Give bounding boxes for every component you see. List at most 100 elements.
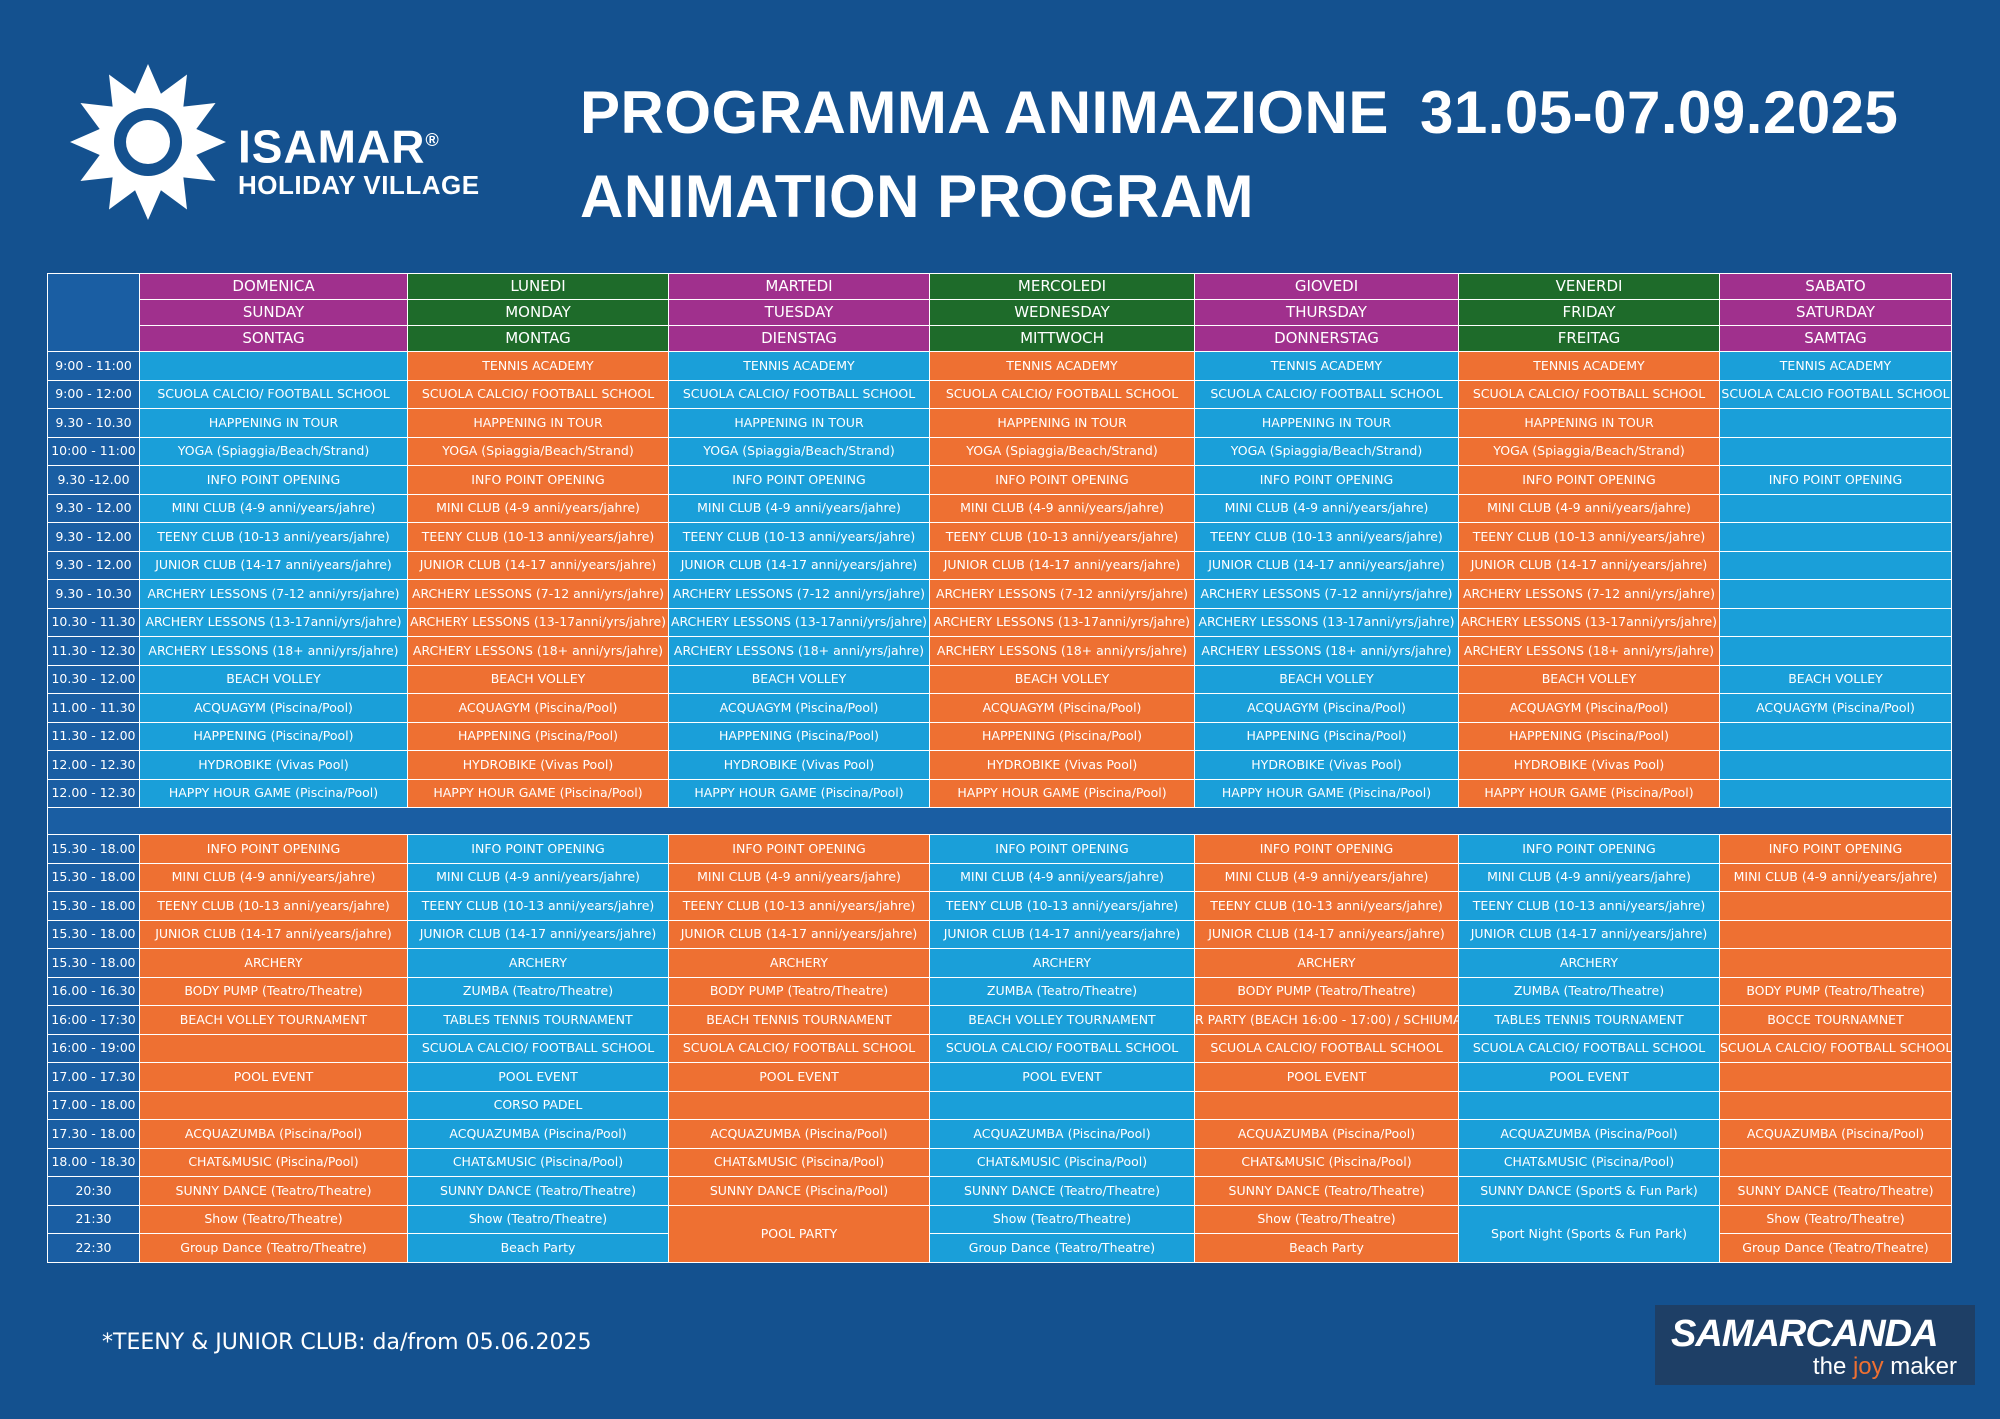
day-header-row: DOMENICA LUNEDI MARTEDI MERCOLEDI GIOVEDI VEN… xyxy=(47,273,1952,352)
activity-cell: ACQUAZUMBA (Piscina/Pool) xyxy=(668,1119,930,1149)
activity-cell xyxy=(1719,607,1952,637)
activity-cell: BODY PUMP (Teatro/Theatre) xyxy=(1719,976,1952,1006)
activity-cell: ACQUAGYM (Piscina/Pool) xyxy=(1194,693,1459,723)
activity-cell: HYDROBIKE (Vivas Pool) xyxy=(407,750,669,780)
activity-cell xyxy=(1719,948,1952,978)
activity-cell: CHAT&MUSIC (Piscina/Pool) xyxy=(407,1147,669,1177)
activity-cell: BEACH VOLLEY xyxy=(1719,664,1952,694)
activity-cell: HAPPENING (Piscina/Pool) xyxy=(407,721,669,751)
schedule-row: 15.30 - 18.00 ARCHERY ARCHERY ARCHERY ARCHER… xyxy=(47,948,1952,978)
activity-cell: ARCHERY LESSONS (13-17anni/yrs/jahre) xyxy=(929,607,1195,637)
activity-cell: CHAT&MUSIC (Piscina/Pool) xyxy=(139,1147,408,1177)
activity-cell: INFO POINT OPENING xyxy=(1719,834,1952,864)
schedule-row: 10:00 - 11:00 YOGA (Spiaggia/Beach/Strand… xyxy=(47,436,1952,466)
activity-cell: MINI CLUB (4-9 anni/years/jahre) xyxy=(407,493,669,523)
activity-cell: JUNIOR CLUB (14-17 anni/years/jahre) xyxy=(929,919,1195,949)
activity-cell: POOL PARTY xyxy=(668,1204,930,1263)
activity-cell: HAPPENING IN TOUR xyxy=(668,408,930,438)
schedule-row: 9.30 -12.00 INFO POINT OPENING INFO POINT … xyxy=(47,465,1952,495)
activity-cell: HAPPENING (Piscina/Pool) xyxy=(929,721,1195,751)
activity-cell: INFO POINT OPENING xyxy=(1194,834,1459,864)
activity-cell: ARCHERY LESSONS (18+ anni/yrs/jahre) xyxy=(407,636,669,666)
activity-cell xyxy=(1719,1147,1952,1177)
activity-cell: MINI CLUB (4-9 anni/years/jahre) xyxy=(929,862,1195,892)
activity-cell: ARCHERY LESSONS (18+ anni/yrs/jahre) xyxy=(1458,636,1720,666)
activity-cell: SUNNY DANCE (Teatro/Theatre) xyxy=(929,1176,1195,1206)
schedule-row: 10.30 - 11.30 ARCHERY LESSONS (13-17anni/… xyxy=(47,607,1952,637)
schedule-row: 11.00 - 11.30 ACQUAGYM (Piscina/Pool) ACQU… xyxy=(47,693,1952,723)
activity-cell: HAPPENING IN TOUR xyxy=(929,408,1195,438)
activity-cell: INFO POINT OPENING xyxy=(1719,465,1952,495)
schedule-row: 15.30 - 18.00 MINI CLUB (4-9 anni/years/j… xyxy=(47,862,1952,892)
activity-cell: INFO POINT OPENING xyxy=(139,834,408,864)
schedule-row: 16:00 - 17:30 BEACH VOLLEY TOURNAMENT TABL… xyxy=(47,1005,1952,1035)
activity-cell: TEENY CLUB (10-13 anni/years/jahre) xyxy=(1194,522,1459,552)
activity-cell: ZUMBA (Teatro/Theatre) xyxy=(1458,976,1720,1006)
day-header-l3: SONTAG xyxy=(139,325,408,352)
sun-core xyxy=(126,120,170,164)
activity-cell: ARCHERY LESSONS (18+ anni/yrs/jahre) xyxy=(139,636,408,666)
activity-cell: JUNIOR CLUB (14-17 anni/years/jahre) xyxy=(139,919,408,949)
time-cell: 10.30 - 11.30 xyxy=(47,607,140,637)
activity-cell: HYDROBIKE (Vivas Pool) xyxy=(1458,750,1720,780)
activity-cell: JUNIOR CLUB (14-17 anni/years/jahre) xyxy=(1458,919,1720,949)
activity-cell: BODY PUMP (Teatro/Theatre) xyxy=(139,976,408,1006)
activity-cell xyxy=(1719,550,1952,580)
activity-cell: Show (Teatro/Theatre) xyxy=(1194,1204,1459,1234)
activity-cell: TEENY CLUB (10-13 anni/years/jahre) xyxy=(668,522,930,552)
time-cell: 16:00 - 19:00 xyxy=(47,1033,140,1063)
activity-cell xyxy=(1719,778,1952,808)
day-header-l2: FRIDAY xyxy=(1458,299,1720,326)
time-cell: 10.30 - 12.00 xyxy=(47,664,140,694)
activity-cell: BEACH VOLLEY TOURNAMENT xyxy=(139,1005,408,1035)
activity-cell xyxy=(1719,1090,1952,1120)
activity-cell: MINI CLUB (4-9 anni/years/jahre) xyxy=(1458,862,1720,892)
schedule-row: 9.30 - 10.30 HAPPENING IN TOUR HAPPENING I… xyxy=(47,408,1952,438)
activity-cell: ARCHERY LESSONS (13-17anni/yrs/jahre) xyxy=(668,607,930,637)
activity-cell: Show (Teatro/Theatre) xyxy=(1719,1204,1952,1234)
day-header-l1: MERCOLEDI xyxy=(929,273,1195,300)
activity-cell: SUNNY DANCE (Piscina/Pool) xyxy=(668,1176,930,1206)
activity-cell: Show (Teatro/Theatre) xyxy=(139,1204,408,1234)
schedule-row: 22:30 Group Dance (Teatro/Theatre) Beach P… xyxy=(47,1233,1952,1263)
schedule-row: 12.00 - 12.30 HAPPY HOUR GAME (Piscina/Po… xyxy=(47,778,1952,808)
time-cell: 10:00 - 11:00 xyxy=(47,436,140,466)
schedule-table: DOMENICA LUNEDI MARTEDI MERCOLEDI GIOVEDI VEN… xyxy=(47,273,1952,1263)
activity-cell xyxy=(1194,1090,1459,1120)
activity-cell: SCUOLA CALCIO/ FOOTBALL SCHOOL xyxy=(1458,379,1720,409)
day-header-l2: MONDAY xyxy=(407,299,669,326)
activity-cell xyxy=(929,1090,1195,1120)
activity-cell: INFO POINT OPENING xyxy=(407,465,669,495)
activity-cell: MINI CLUB (4-9 anni/years/jahre) xyxy=(139,493,408,523)
activity-cell xyxy=(1719,919,1952,949)
time-cell: 9.30 - 10.30 xyxy=(47,579,140,609)
schedule-row: 9:00 - 11:00 TENNIS ACADEMY TENNIS ACADEMY… xyxy=(47,351,1952,381)
day-header-l1: GIOVEDI xyxy=(1194,273,1459,300)
time-cell: 20:30 xyxy=(47,1176,140,1206)
activity-cell: SCUOLA CALCIO/ FOOTBALL SCHOOL xyxy=(668,379,930,409)
activity-cell: ARCHERY LESSONS (7-12 anni/yrs/jahre) xyxy=(668,579,930,609)
activity-cell: JUNIOR CLUB (14-17 anni/years/jahre) xyxy=(407,919,669,949)
activity-cell: INFO POINT OPENING xyxy=(139,465,408,495)
activity-cell: BEACH VOLLEY xyxy=(1194,664,1459,694)
page-title-italian: PROGRAMMA ANIMAZIONE xyxy=(580,79,1389,146)
day-header-l3: MITTWOCH xyxy=(929,325,1195,352)
activity-cell: TEENY CLUB (10-13 anni/years/jahre) xyxy=(1458,891,1720,921)
activity-cell: HAPPENING IN TOUR xyxy=(1458,408,1720,438)
time-cell: 22:30 xyxy=(47,1233,140,1263)
activity-cell: ACQUAGYM (Piscina/Pool) xyxy=(1458,693,1720,723)
activity-cell: TENNIS ACADEMY xyxy=(929,351,1195,381)
day-header-l3: SAMTAG xyxy=(1719,325,1952,352)
activity-cell: JUNIOR CLUB (14-17 anni/years/jahre) xyxy=(407,550,669,580)
activity-cell: YOGA (Spiaggia/Beach/Strand) xyxy=(1194,436,1459,466)
activity-cell: Show (Teatro/Theatre) xyxy=(929,1204,1195,1234)
time-cell: 11.30 - 12.30 xyxy=(47,636,140,666)
date-range: 31.05-07.09.2025 xyxy=(1420,79,1899,146)
schedule-row: 9.30 - 12.00 JUNIOR CLUB (14-17 anni/year… xyxy=(47,550,1952,580)
activity-cell: SUNNY DANCE (SportS & Fun Park) xyxy=(1458,1176,1720,1206)
schedule-row: 15.30 - 18.00 JUNIOR CLUB (14-17 anni/yea… xyxy=(47,919,1952,949)
schedule-row: 15.30 - 18.00 TEENY CLUB (10-13 anni/year… xyxy=(47,891,1952,921)
activity-cell: POOL EVENT xyxy=(1194,1062,1459,1092)
activity-cell: BODY PUMP (Teatro/Theatre) xyxy=(1194,976,1459,1006)
activity-cell: ARCHERY xyxy=(1458,948,1720,978)
